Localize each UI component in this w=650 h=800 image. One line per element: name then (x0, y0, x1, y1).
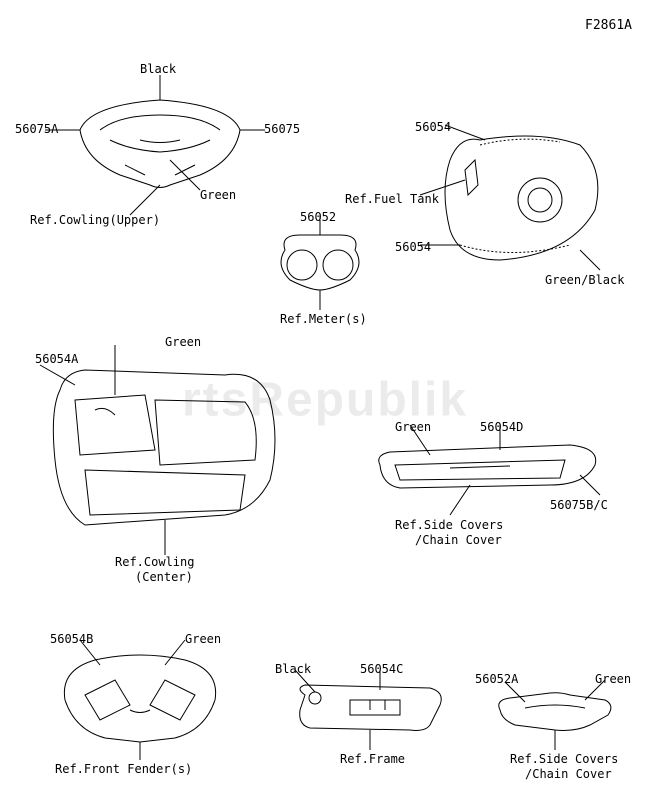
label-black-frame: Black (275, 662, 311, 676)
label-green-upper: Green (200, 188, 236, 202)
label-ref-side-covers-1: Ref.Side Covers (395, 518, 503, 532)
label-56075: 56075 (264, 122, 300, 136)
label-ref-cowling-upper: Ref.Cowling(Upper) (30, 213, 160, 227)
label-56054-top: 56054 (415, 120, 451, 134)
label-56075a: 56075A (15, 122, 58, 136)
label-ref-fuel-tank: Ref.Fuel Tank (345, 192, 439, 206)
label-green-side-bottom: Green (595, 672, 631, 686)
fuel-tank-drawing (430, 130, 610, 270)
center-cowling-drawing (45, 360, 285, 540)
side-cover-top-drawing (370, 440, 610, 500)
label-ref-side-covers-2: /Chain Cover (415, 533, 502, 547)
label-56054c: 56054C (360, 662, 403, 676)
label-ref-frame: Ref.Frame (340, 752, 405, 766)
label-56054-bottom: 56054 (395, 240, 431, 254)
label-56054d: 56054D (480, 420, 523, 434)
label-ref-front-fender: Ref.Front Fender(s) (55, 762, 192, 776)
label-56075bc: 56075B/C (550, 498, 608, 512)
label-green-side-top: Green (395, 420, 431, 434)
label-56054a: 56054A (35, 352, 78, 366)
label-green-center: Green (165, 335, 201, 349)
label-ref-meter: Ref.Meter(s) (280, 312, 367, 326)
front-fender-drawing (55, 650, 225, 750)
label-ref-side-cover-b2: /Chain Cover (525, 767, 612, 781)
label-green-fender: Green (185, 632, 221, 646)
label-green-black: Green/Black (545, 273, 624, 287)
label-ref-cowling-center-1: Ref.Cowling (115, 555, 194, 569)
meter-drawing (270, 230, 370, 300)
label-black: Black (140, 62, 176, 76)
side-cover-bottom-drawing (490, 690, 620, 735)
label-56054b: 56054B (50, 632, 93, 646)
upper-cowling-drawing (70, 90, 250, 200)
label-56052a: 56052A (475, 672, 518, 686)
label-56052: 56052 (300, 210, 336, 224)
frame-part-drawing (290, 680, 450, 740)
diagram-code: F2861A (585, 18, 632, 33)
label-ref-side-cover-b1: Ref.Side Covers (510, 752, 618, 766)
label-ref-cowling-center-2: (Center) (135, 570, 193, 584)
